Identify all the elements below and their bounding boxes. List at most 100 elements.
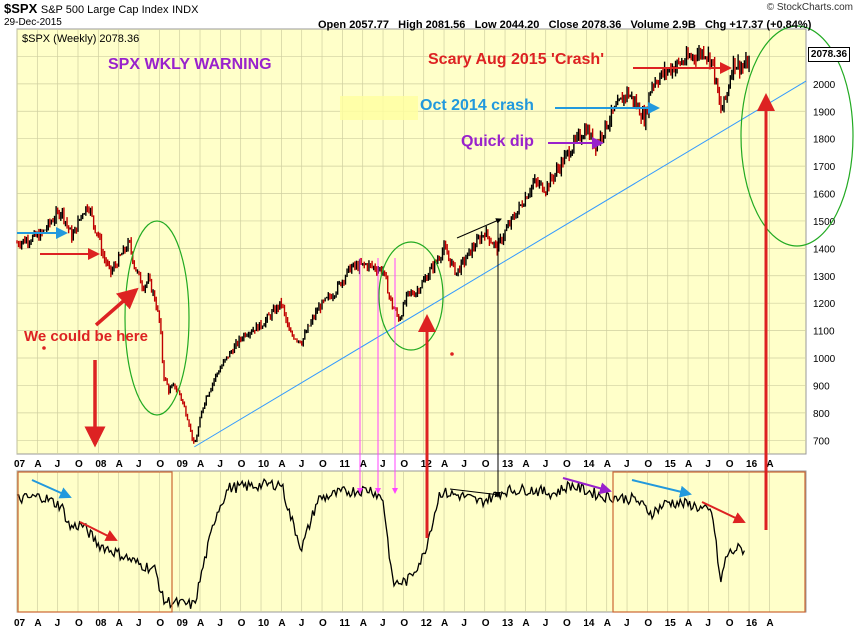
- x-tick-label: A: [34, 618, 41, 629]
- x-tick-label: A: [685, 459, 692, 470]
- x-tick-label: 10: [258, 618, 270, 629]
- red-dot: [450, 352, 454, 356]
- quote-line: Open 2057.77 High 2081.56 Low 2044.20 Cl…: [318, 19, 812, 31]
- ticker-symbol: $SPX S&P 500 Large Cap Index INDX: [4, 1, 199, 16]
- y-tick-label: 1800: [813, 135, 836, 146]
- x-tick-label: A: [766, 459, 773, 470]
- x-tick-label: 14: [583, 459, 595, 470]
- x-tick-label: O: [563, 459, 571, 470]
- x-tick-label: J: [624, 618, 630, 629]
- x-tick-label: A: [197, 618, 204, 629]
- x-tick-label: O: [75, 459, 83, 470]
- label-highlight: [340, 96, 418, 120]
- y-tick-label: 1600: [813, 190, 836, 201]
- indicator-box-2015: [612, 471, 806, 613]
- x-tick-label: O: [156, 618, 164, 629]
- support-trendline: [194, 80, 807, 448]
- x-tick-label: 12: [421, 618, 433, 629]
- x-tick-label: O: [75, 618, 83, 629]
- y-tick-label: 1000: [813, 354, 836, 365]
- x-tick-label: J: [217, 618, 223, 629]
- x-tick-label: O: [563, 618, 571, 629]
- x-tick-label: J: [380, 459, 386, 470]
- x-tick-label: J: [55, 459, 61, 470]
- x-tick-label: 13: [502, 459, 514, 470]
- x-tick-label: 11: [339, 459, 350, 470]
- x-tick-label: O: [400, 618, 408, 629]
- x-tick-label: O: [482, 618, 490, 629]
- x-tick-label: J: [461, 618, 467, 629]
- annotation-could-be-here: We could be here: [24, 328, 148, 345]
- x-tick-label: 09: [177, 459, 189, 470]
- ind-arrow-red-2015: [701, 501, 746, 524]
- arrow-black-2012: [456, 218, 502, 239]
- x-tick-label: J: [299, 459, 305, 470]
- x-tick-label: J: [624, 459, 630, 470]
- x-tick-label: 16: [746, 618, 758, 629]
- x-tick-label: O: [726, 618, 734, 629]
- x-tick-label: J: [461, 459, 467, 470]
- x-tick-label: A: [522, 459, 529, 470]
- indicator-box-2007: [17, 471, 173, 613]
- indicator-line: [16, 478, 745, 609]
- annotation-crash-2015: Scary Aug 2015 'Crash': [428, 51, 604, 68]
- y-tick-label: 1400: [813, 244, 836, 255]
- x-tick-label: A: [278, 459, 285, 470]
- x-tick-label: 07: [14, 618, 26, 629]
- x-tick-label: 16: [746, 459, 758, 470]
- annotation-quick-dip: Quick dip: [461, 133, 534, 150]
- x-tick-label: O: [238, 459, 246, 470]
- y-tick-label: 1300: [813, 272, 836, 283]
- x-tick-label: 08: [95, 459, 107, 470]
- x-tick-label: 07: [14, 459, 26, 470]
- x-tick-label: O: [319, 618, 327, 629]
- y-tick-label: 2000: [813, 80, 836, 91]
- x-tick-label: J: [543, 618, 549, 629]
- series-legend: $SPX (Weekly) 2078.36: [22, 33, 140, 45]
- x-tick-label: A: [441, 618, 448, 629]
- x-tick-label: 15: [665, 618, 677, 629]
- ellipse-2008: [124, 220, 190, 416]
- x-tick-label: A: [278, 618, 285, 629]
- x-tick-label: J: [299, 618, 305, 629]
- x-tick-label: 09: [177, 618, 189, 629]
- x-tick-label: J: [380, 618, 386, 629]
- y-tick-label: 1700: [813, 162, 836, 173]
- x-tick-label: O: [482, 459, 490, 470]
- x-tick-label: J: [705, 618, 711, 629]
- x-tick-label: J: [217, 459, 223, 470]
- x-tick-label: A: [441, 459, 448, 470]
- y-tick-label: 1200: [813, 299, 836, 310]
- x-tick-label: 15: [665, 459, 677, 470]
- x-tick-label: 11: [339, 618, 350, 629]
- y-tick-label: 700: [813, 436, 830, 447]
- y-tick-label: 900: [813, 381, 830, 392]
- annotation-warning: SPX WKLY WARNING: [108, 56, 272, 73]
- x-tick-label: 10: [258, 459, 270, 470]
- chart-date: 29-Dec-2015: [4, 17, 62, 28]
- stockcharts-brand: © StockCharts.com: [766, 2, 853, 13]
- ind-arrow-black-2012: [449, 488, 501, 498]
- y-tick-label: 1500: [813, 217, 836, 228]
- ticker-description: S&P 500 Large Cap Index: [40, 4, 169, 16]
- y-tick-label: 800: [813, 409, 830, 420]
- arrow-red-up-2008: [94, 287, 139, 327]
- ind-arrow-blue-2015: [631, 479, 692, 498]
- y-tick-label: 1900: [813, 107, 836, 118]
- x-tick-label: O: [644, 459, 652, 470]
- x-tick-label: A: [34, 459, 41, 470]
- x-tick-label: 13: [502, 618, 514, 629]
- x-tick-label: 08: [95, 618, 107, 629]
- red-dot: [42, 346, 46, 350]
- x-tick-label: 14: [583, 618, 595, 629]
- ind-arrow-red-2008: [79, 521, 118, 541]
- x-tick-label: J: [55, 618, 61, 629]
- x-tick-label: O: [726, 459, 734, 470]
- x-tick-label: A: [604, 459, 611, 470]
- x-tick-label: J: [543, 459, 549, 470]
- x-tick-label: J: [136, 459, 142, 470]
- ticker-exchange: INDX: [172, 4, 199, 16]
- ellipse-2015: [740, 25, 854, 247]
- annotation-crash-2014: Oct 2014 crash: [420, 97, 534, 114]
